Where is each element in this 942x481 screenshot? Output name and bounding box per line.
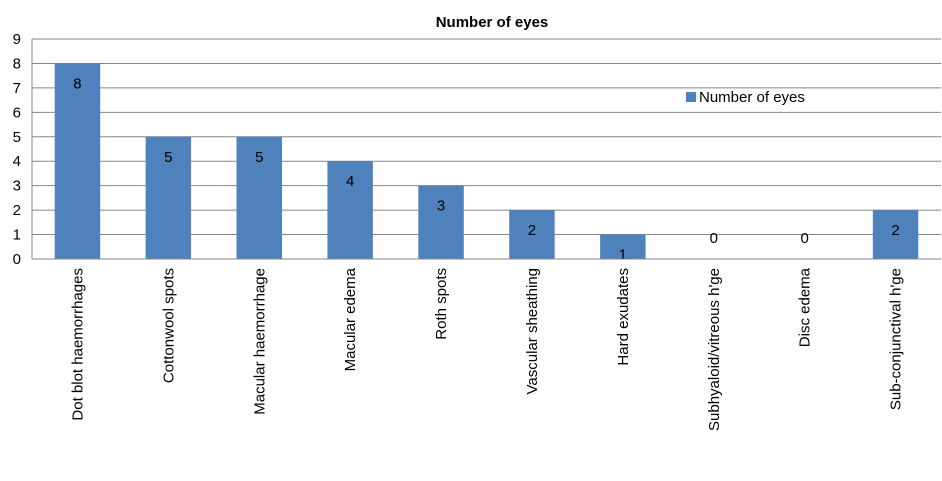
bar: [327, 161, 373, 259]
y-tick-label: 7: [13, 80, 21, 97]
data-labels: 8 5 5 4 3 2 1 0 0 2: [73, 75, 899, 263]
y-axis: 0 1 2 3 4 5 6 7 8 9: [13, 31, 33, 268]
data-label: 8: [73, 75, 81, 92]
data-label: 0: [800, 230, 808, 247]
category-label: Cottonwool spots: [160, 268, 177, 383]
category-label: Sub-conjunctival h'ge: [888, 268, 905, 410]
legend-swatch: [686, 92, 696, 102]
category-label: Hard exudates: [615, 268, 632, 366]
data-label: 1: [619, 247, 627, 264]
data-label: 0: [710, 230, 718, 247]
category-label: Vascular sheathing: [524, 268, 541, 394]
y-tick-label: 8: [13, 55, 21, 72]
bar: [418, 185, 464, 259]
data-label: 5: [255, 149, 263, 166]
category-label: Macular haemorrhage: [251, 268, 268, 415]
chart-title: Number of eyes: [436, 14, 549, 31]
bar: [872, 210, 919, 259]
data-label: 4: [346, 173, 354, 190]
category-label: Dot blot haemorrhages: [69, 268, 86, 421]
category-label: Roth spots: [433, 268, 450, 340]
bar: [600, 234, 646, 259]
y-tick-label: 0: [13, 251, 21, 268]
category-label: Subhyaloid/vitreous h'ge: [706, 268, 723, 431]
y-tick-label: 6: [13, 104, 21, 121]
bar: [236, 136, 282, 259]
bar: [54, 63, 101, 259]
legend: Number of eyes: [686, 89, 805, 106]
bars: [54, 63, 919, 259]
bar: [145, 136, 192, 259]
bar: [509, 210, 555, 259]
y-tick-label: 2: [13, 202, 21, 219]
data-label: 2: [891, 222, 899, 239]
x-axis: Dot blot haemorrhages Cottonwool spots Mac…: [32, 258, 941, 431]
category-label: Disc edema: [797, 267, 814, 347]
y-tick-label: 1: [13, 227, 21, 244]
y-tick-label: 5: [13, 129, 21, 146]
data-label: 3: [437, 198, 445, 215]
data-label: 5: [164, 149, 172, 166]
y-tick-label: 3: [13, 178, 21, 195]
category-label: Macular edema: [342, 267, 359, 371]
y-tick-label: 9: [13, 31, 21, 48]
y-tick-label: 4: [13, 153, 21, 170]
data-label: 2: [528, 222, 536, 239]
legend-label: Number of eyes: [699, 89, 805, 106]
